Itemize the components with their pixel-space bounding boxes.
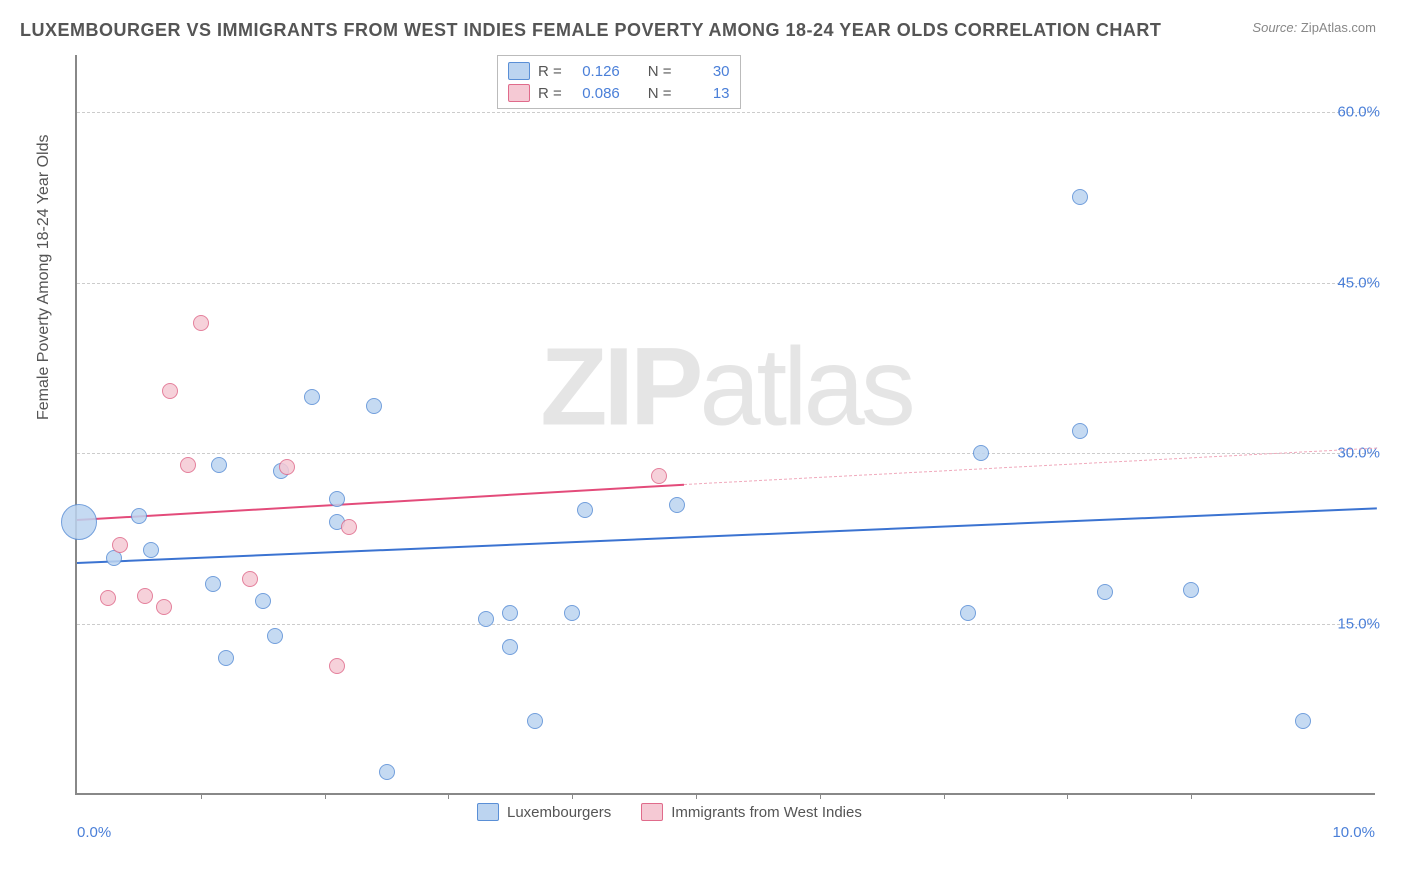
n-value: 13 (680, 85, 730, 102)
legend-swatch (477, 803, 499, 821)
r-label: R = (538, 85, 562, 102)
data-point-wi (156, 599, 172, 615)
x-tick (820, 793, 821, 799)
data-point-wi (329, 658, 345, 674)
chart-source: Source: ZipAtlas.com (1252, 20, 1376, 35)
data-point-lux (366, 398, 382, 414)
data-point-lux (960, 605, 976, 621)
data-point-wi (651, 468, 667, 484)
data-point-lux (1097, 584, 1113, 600)
stats-row-wi: R = 0.086 N = 13 (508, 82, 730, 104)
n-label: N = (648, 85, 672, 102)
gridline (77, 283, 1375, 284)
legend-swatch (508, 62, 530, 80)
x-tick (1067, 793, 1068, 799)
n-value: 30 (680, 63, 730, 80)
data-point-lux (329, 491, 345, 507)
data-point-lux (131, 508, 147, 524)
data-point-wi (112, 537, 128, 553)
source-label: Source: (1252, 20, 1297, 35)
data-point-lux (379, 764, 395, 780)
n-label: N = (648, 63, 672, 80)
source-value: ZipAtlas.com (1301, 20, 1376, 35)
x-tick (325, 793, 326, 799)
watermark: ZIPatlas (540, 324, 911, 451)
gridline (77, 453, 1375, 454)
r-value: 0.086 (570, 85, 620, 102)
data-point-wi (137, 588, 153, 604)
watermark-bold: ZIP (540, 326, 699, 449)
data-point-wi (242, 571, 258, 587)
trend-line (77, 507, 1377, 564)
plot-area: ZIPatlas R =0.126N =30R =0.086N =13 15.0… (75, 55, 1375, 795)
data-point-lux (1072, 423, 1088, 439)
data-point-lux (255, 593, 271, 609)
data-point-wi (279, 459, 295, 475)
data-point-lux (267, 628, 283, 644)
data-point-lux (527, 713, 543, 729)
legend-item-wi: Immigrants from West Indies (641, 803, 862, 821)
gridline (77, 112, 1375, 113)
x-tick (448, 793, 449, 799)
watermark-rest: atlas (699, 326, 911, 449)
gridline (77, 624, 1375, 625)
legend-item-lux: Luxembourgers (477, 803, 611, 821)
data-point-lux (564, 605, 580, 621)
data-point-lux (502, 605, 518, 621)
data-point-lux (478, 611, 494, 627)
data-point-lux (1183, 582, 1199, 598)
chart-title: LUXEMBOURGER VS IMMIGRANTS FROM WEST IND… (20, 20, 1161, 41)
data-point-lux (143, 542, 159, 558)
data-point-wi (162, 383, 178, 399)
data-point-lux (577, 502, 593, 518)
y-tick-label: 15.0% (1310, 616, 1380, 633)
y-tick-label: 60.0% (1310, 103, 1380, 120)
stats-legend-box: R = 0.126 N = 30 R = 0.086 N = 13 (497, 55, 741, 109)
data-point-lux (973, 445, 989, 461)
data-point-wi (341, 519, 357, 535)
r-value: 0.126 (570, 63, 620, 80)
legend-label: Immigrants from West Indies (671, 804, 862, 821)
x-tick (944, 793, 945, 799)
data-point-lux (211, 457, 227, 473)
data-point-wi (180, 457, 196, 473)
data-point-wi (193, 315, 209, 331)
x-tick (572, 793, 573, 799)
stats-row-lux: R = 0.126 N = 30 (508, 60, 730, 82)
data-point-lux (669, 497, 685, 513)
x-tick (1191, 793, 1192, 799)
x-tick (696, 793, 697, 799)
y-axis-label: Female Poverty Among 18-24 Year Olds (35, 135, 53, 421)
x-tick-label: 0.0% (77, 824, 111, 841)
legend-label: Luxembourgers (507, 804, 611, 821)
data-point-lux (502, 639, 518, 655)
y-tick-label: 45.0% (1310, 274, 1380, 291)
r-label: R = (538, 63, 562, 80)
legend-swatch (508, 84, 530, 102)
x-tick (201, 793, 202, 799)
data-point-lux (218, 650, 234, 666)
bottom-legend: Luxembourgers Immigrants from West Indies (477, 803, 862, 821)
data-point-lux (61, 504, 97, 540)
data-point-lux (1295, 713, 1311, 729)
data-point-lux (1072, 189, 1088, 205)
trend-line (77, 484, 684, 521)
data-point-wi (100, 590, 116, 606)
data-point-lux (205, 576, 221, 592)
data-point-lux (304, 389, 320, 405)
data-point-lux (106, 550, 122, 566)
x-tick-label: 10.0% (1332, 824, 1375, 841)
legend-swatch (641, 803, 663, 821)
